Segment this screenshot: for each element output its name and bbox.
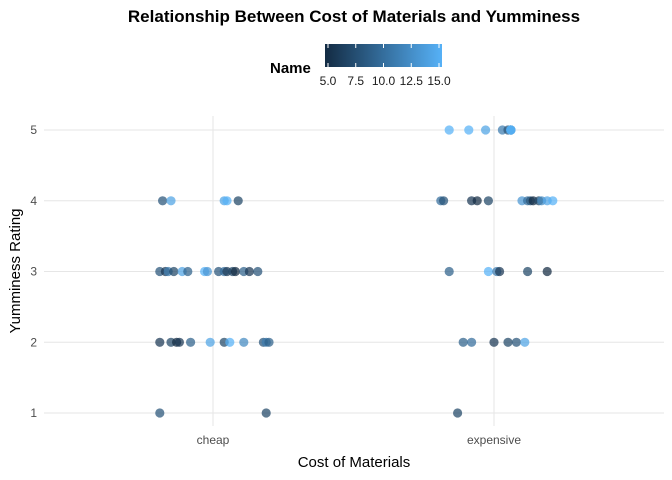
data-point — [503, 337, 513, 347]
data-point — [202, 266, 212, 277]
data-point — [481, 125, 491, 135]
x-axis-label: Cost of Materials — [298, 454, 411, 471]
data-point — [239, 337, 249, 347]
data-point — [458, 337, 468, 347]
data-point — [233, 196, 243, 206]
y-tick-label: 5 — [30, 123, 37, 137]
data-point — [520, 337, 530, 347]
legend-tick-label: 5.0 — [320, 74, 337, 88]
legend-tick-label: 10.0 — [372, 74, 396, 88]
data-point — [158, 196, 168, 206]
y-axis-label: Yumminess Rating — [7, 208, 24, 333]
legend-title: Name — [270, 60, 311, 77]
legend-tick-labels: 5.0 7.5 10.0 12.5 15.0 — [320, 74, 451, 88]
legend-tick-label: 12.5 — [400, 74, 424, 88]
data-point — [444, 266, 454, 277]
y-tick-label: 1 — [30, 406, 37, 420]
data-point — [225, 337, 235, 347]
data-point — [222, 196, 232, 206]
data-point — [155, 337, 165, 347]
data-point — [169, 266, 179, 277]
data-point — [264, 337, 274, 347]
x-tick-labels: cheap expensive — [197, 433, 522, 447]
data-point — [439, 196, 449, 206]
y-tick-label: 2 — [30, 335, 37, 349]
y-tick-label: 3 — [30, 265, 37, 279]
data-point — [483, 196, 493, 206]
data-point — [511, 337, 521, 347]
data-point — [166, 196, 176, 206]
data-point — [495, 266, 505, 277]
data-point — [261, 408, 271, 418]
x-tick-label: expensive — [467, 433, 521, 447]
data-point — [186, 337, 196, 347]
data-point — [444, 125, 454, 135]
data-point — [542, 266, 552, 277]
data-point — [548, 196, 558, 206]
data-point — [244, 266, 254, 277]
plot-gridlines — [44, 116, 664, 426]
data-point — [183, 266, 193, 277]
y-tick-labels: 1 2 3 4 5 — [30, 123, 37, 420]
legend-tick-label: 7.5 — [347, 74, 364, 88]
data-point — [453, 408, 463, 418]
data-point — [205, 337, 215, 347]
chart-title: Relationship Between Cost of Materials a… — [128, 7, 580, 26]
data-point — [155, 408, 165, 418]
x-tick-label: cheap — [197, 433, 230, 447]
data-points — [155, 125, 558, 418]
data-point — [230, 266, 240, 277]
legend-tick-label: 15.0 — [427, 74, 451, 88]
color-legend: Name 5.0 7.5 10.0 12.5 15.0 — [270, 44, 451, 88]
data-point — [483, 266, 493, 277]
data-point — [174, 337, 184, 347]
y-tick-label: 4 — [30, 194, 37, 208]
data-point — [467, 337, 477, 347]
legend-colorbar — [325, 44, 442, 67]
data-point — [523, 266, 533, 277]
data-point — [253, 266, 263, 277]
data-point — [489, 337, 499, 347]
data-point — [464, 125, 474, 135]
data-point — [472, 196, 482, 206]
data-point — [506, 125, 516, 135]
legend-ticks — [327, 44, 440, 67]
